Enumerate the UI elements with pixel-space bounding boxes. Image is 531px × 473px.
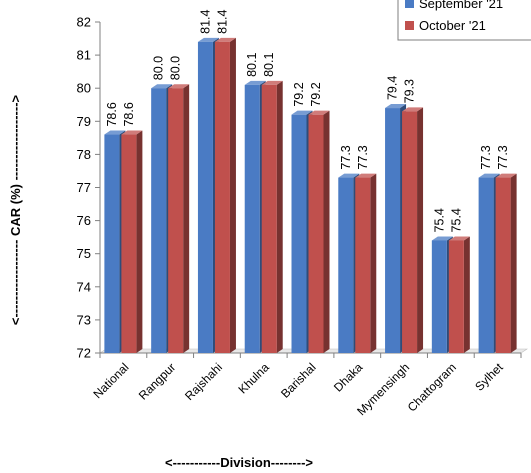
data-label: 77.3 [479, 145, 493, 169]
legend-label-september: September '21 [419, 0, 503, 11]
x-axis-title: <-----------Division--------> [165, 455, 313, 470]
bar-october [355, 173, 377, 353]
y-tick-label: 73 [77, 312, 91, 327]
data-label: 78.6 [105, 102, 119, 126]
bar-october [448, 236, 470, 353]
y-tick-label: 72 [77, 346, 91, 361]
y-tick-label: 76 [77, 213, 91, 228]
x-tick-label: Khulna [236, 360, 273, 397]
y-tick-label: 80 [77, 81, 91, 96]
data-label: 80.1 [245, 53, 259, 77]
data-label: 77.3 [356, 145, 370, 169]
data-label: 79.2 [309, 82, 323, 106]
bar-october [168, 84, 190, 353]
bar-october [402, 107, 424, 354]
bar-october [214, 37, 236, 354]
bar-october [495, 173, 517, 353]
x-tick-label: Sylhet [472, 360, 506, 394]
bar-october [121, 130, 143, 353]
y-tick-label: 75 [77, 246, 91, 261]
y-tick-label: 74 [77, 279, 91, 294]
data-label: 77.3 [496, 145, 510, 169]
y-axis-title: <------------------ CAR (%) ------------… [8, 94, 23, 325]
data-label: 79.2 [292, 82, 306, 106]
y-tick-label: 78 [77, 147, 91, 162]
data-label: 81.4 [215, 9, 229, 33]
legend-swatch-october [405, 21, 414, 30]
x-tick-label: National [90, 360, 131, 401]
data-label: 81.4 [198, 9, 212, 33]
data-label: 79.3 [403, 79, 417, 103]
data-label: 79.4 [386, 76, 400, 100]
data-label: 80.0 [152, 56, 166, 80]
legend: September '21 October '21 [397, 0, 531, 41]
x-tick-label: Chattogram [405, 360, 459, 414]
legend-swatch-september [405, 0, 414, 8]
y-tick-label: 81 [77, 48, 91, 63]
data-label: 80.0 [169, 56, 183, 80]
y-tick-label: 77 [77, 180, 91, 195]
data-label: 78.6 [122, 102, 136, 126]
x-tick-label: Barishal [278, 360, 319, 401]
bar-october [261, 80, 283, 353]
x-tick-label: Rajshahi [182, 360, 225, 403]
x-tick-label: Dhaka [331, 360, 366, 395]
x-tick-label: Rangpur [136, 360, 178, 402]
data-label: 77.3 [339, 145, 353, 169]
data-label: 80.1 [262, 53, 276, 77]
y-tick-label: 82 [77, 15, 91, 30]
data-label: 75.4 [432, 208, 446, 232]
legend-label-october: October '21 [419, 18, 486, 33]
y-tick-label: 79 [77, 114, 91, 129]
bar-october [308, 110, 330, 354]
data-label: 75.4 [449, 208, 463, 232]
plot-area: 72 73 74 75 76 77 78 79 80 81 82 78.6 78.6 National 80… [77, 9, 528, 418]
